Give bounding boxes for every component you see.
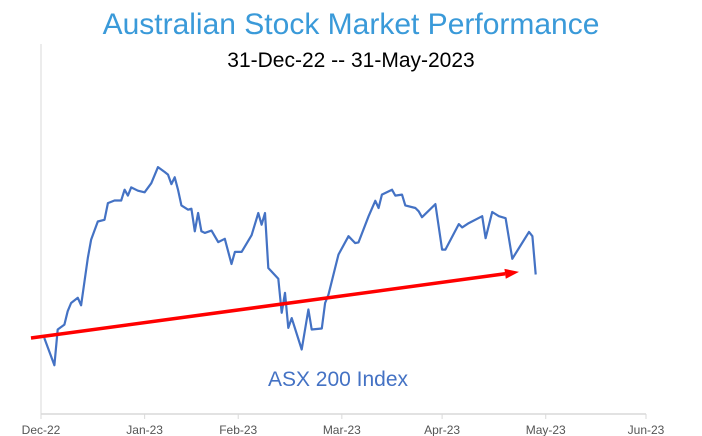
trend-arrow-shaft xyxy=(30,272,506,340)
x-tick-label: Mar-23 xyxy=(323,423,361,436)
chart-subtitle: 31-Dec-22 -- 31-May-2023 xyxy=(227,49,475,72)
series-label: ASX 200 Index xyxy=(267,368,409,391)
x-tick-label: May-23 xyxy=(526,423,566,436)
x-tick-label: Jun-23 xyxy=(628,423,665,436)
x-tick-label: Dec-22 xyxy=(22,423,61,436)
x-tick-label: Apr-23 xyxy=(424,423,460,436)
x-tick-label: Feb-23 xyxy=(219,423,257,436)
chart-title: Australian Stock Market Performance xyxy=(102,8,600,41)
x-tick-label: Jan-23 xyxy=(126,423,163,436)
trend-arrow-head xyxy=(504,268,519,279)
series-line-asx-200 xyxy=(43,166,537,367)
